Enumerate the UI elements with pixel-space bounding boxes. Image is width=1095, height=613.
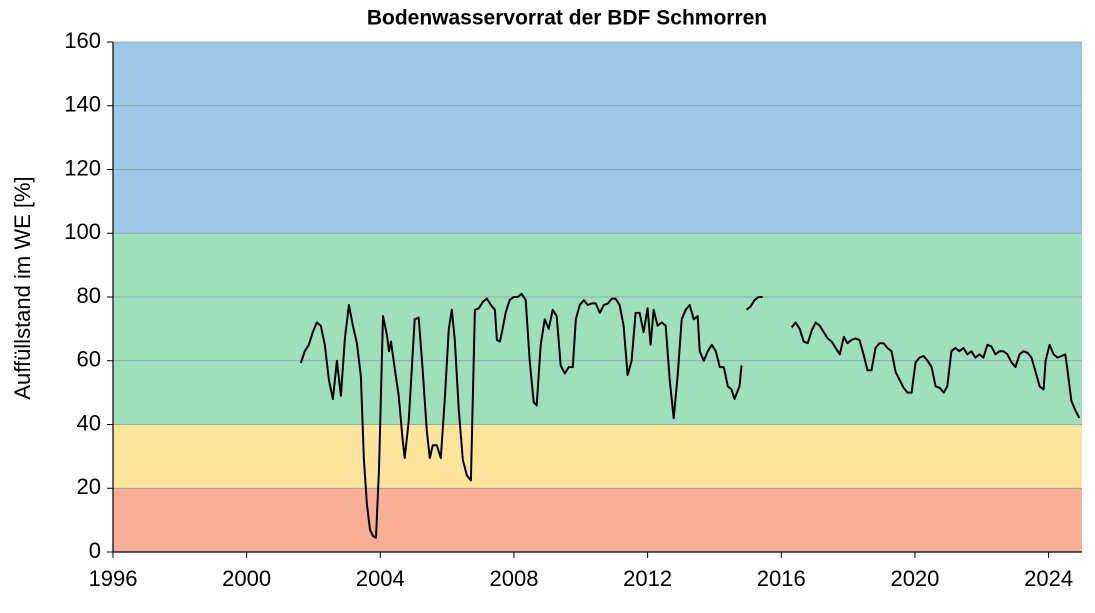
background-band [113, 424, 1082, 489]
y-tick-label: 20 [77, 474, 101, 499]
y-tick-label: 120 [64, 155, 101, 180]
y-tick-label: 140 [64, 92, 101, 117]
x-tick-label: 2000 [222, 566, 271, 591]
y-tick-label: 160 [64, 28, 101, 53]
x-tick-label: 2012 [623, 566, 672, 591]
y-tick-label: 80 [77, 283, 101, 308]
y-tick-label: 40 [77, 410, 101, 435]
x-tick-label: 2004 [356, 566, 405, 591]
chart-title: Bodenwasservorrat der BDF Schmorren [367, 7, 767, 30]
x-tick-label: 2008 [489, 566, 538, 591]
background-band [113, 42, 1082, 234]
data-line [299, 292, 1081, 539]
background-band [113, 488, 1082, 552]
x-tick-label: 2020 [890, 566, 939, 591]
y-tick-label: 100 [64, 219, 101, 244]
x-tick-label: 1996 [89, 566, 138, 591]
x-tick-label: 2024 [1024, 566, 1073, 591]
y-tick-label: 60 [77, 347, 101, 372]
y-tick-label: 0 [89, 538, 101, 563]
x-tick-label: 2016 [757, 566, 806, 591]
background-band [113, 233, 1082, 425]
y-axis-label: Auffüllstand im WE [%] [10, 176, 35, 399]
